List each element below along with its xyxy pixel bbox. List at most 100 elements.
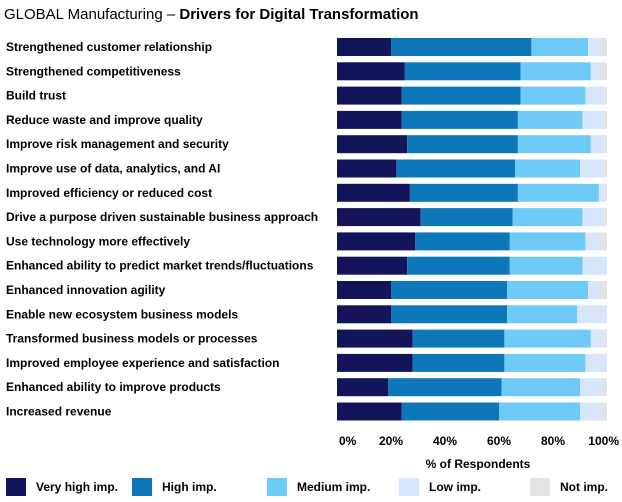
bar-segment (590, 62, 602, 81)
legend-item: Medium imp. (267, 476, 370, 498)
category-label: Improve risk management and security (6, 137, 229, 151)
bar-segment (407, 256, 510, 275)
bar-segment (337, 329, 413, 348)
legend: Very high imp. High imp. Medium imp. Low im… (0, 476, 622, 498)
bar-segment (585, 86, 605, 105)
legend-item: Not imp. (530, 476, 608, 498)
bar-segment (412, 353, 505, 372)
bar-segment (588, 281, 599, 299)
category-label: Increased revenue (6, 405, 112, 419)
bar-segment (601, 378, 607, 397)
bar-segment (337, 353, 413, 372)
x-axis-title: % of Respondents (426, 457, 531, 470)
legend-label: High imp. (162, 480, 217, 494)
legend-label: Not imp. (560, 480, 608, 494)
x-tick-label: 20% (379, 434, 403, 448)
bar-segment (582, 256, 607, 275)
bar-segment (337, 38, 391, 56)
category-label: Strengthened customer relationship (6, 40, 212, 54)
bar-segment (585, 232, 599, 251)
category-label: Build trust (6, 89, 66, 103)
category-label: Enhanced ability to improve products (6, 380, 221, 394)
legend-swatch (132, 478, 152, 496)
bar-segment (601, 62, 607, 81)
bar-segment (520, 62, 591, 81)
bar-segment (517, 110, 583, 129)
category-label: Transformed business models or processes (6, 332, 258, 346)
bar-segment (604, 183, 607, 202)
bar-segment (590, 329, 605, 348)
bar-segment (337, 86, 402, 105)
bar-segment (420, 208, 513, 227)
bar-segment (501, 378, 580, 397)
bar-segment (337, 402, 402, 421)
bar-segment (504, 329, 591, 348)
bar-segment (582, 110, 605, 129)
bar-segment (337, 256, 408, 275)
bar-segment (601, 38, 607, 56)
category-label: Improve use of data, analytics, and AI (6, 162, 220, 176)
bar-segment (499, 402, 580, 421)
x-tick-labels: 0% 20% 40% 60% 80% 100% (339, 434, 619, 448)
legend-item: Low imp. (399, 476, 481, 498)
bar-segment (580, 378, 602, 397)
legend-label: Medium imp. (297, 480, 371, 494)
category-label: Improved efficiency or reduced cost (6, 186, 212, 200)
bar-segment (604, 208, 607, 227)
bar-segment (598, 281, 607, 299)
bar-segment (337, 135, 408, 154)
bar-segment (515, 159, 580, 178)
legend-label: Very high imp. (36, 480, 119, 494)
bar-segment (337, 378, 389, 397)
bar-segment (337, 232, 416, 251)
bar-segment (604, 110, 607, 129)
legend-label: Low imp. (429, 480, 481, 494)
legend-swatch (399, 478, 419, 496)
bar-segment (598, 232, 607, 251)
bars (337, 38, 607, 421)
category-label: Improved employee experience and satisfa… (6, 356, 279, 370)
bar-segment (401, 402, 499, 421)
stacked-bar-chart: Strengthened customer relationship Streng… (6, 38, 619, 470)
bar-segment (391, 281, 508, 299)
bar-segment (407, 135, 518, 154)
bar-segment (517, 135, 591, 154)
chart-title-emphasis: Drivers for Digital Transformation (179, 6, 419, 23)
x-tick-label: 60% (487, 434, 511, 448)
bar-segment (512, 208, 583, 227)
bar-segment (415, 232, 510, 251)
bar-segment (337, 110, 402, 129)
chart-title: GLOBAL Manufacturing – Drivers for Digit… (4, 6, 419, 23)
legend-swatch (530, 478, 550, 496)
category-label: Use technology more effectively (6, 234, 190, 248)
legend-swatch (267, 478, 287, 496)
bar-segment (391, 305, 508, 324)
legend-swatch (6, 478, 26, 496)
bar-segment (509, 256, 583, 275)
bar-segment (337, 305, 391, 324)
category-labels: Strengthened customer relationship Streng… (6, 40, 318, 419)
bar-segment (601, 402, 607, 421)
bar-segment (604, 159, 607, 178)
bar-segment (582, 208, 605, 227)
x-tick-label: 100% (588, 434, 619, 448)
category-label: Enhanced ability to predict market trend… (6, 259, 314, 273)
bar-segment (337, 183, 410, 202)
bar-segment (517, 183, 599, 202)
category-label: Drive a purpose driven sustainable busin… (6, 210, 318, 224)
bar-segment (507, 305, 578, 324)
bar-segment (520, 86, 586, 105)
bar-segment (509, 232, 586, 251)
chart-title-lead: GLOBAL Manufacturing – (4, 6, 180, 23)
bar-segment (337, 281, 391, 299)
bar-segment (604, 329, 607, 348)
category-label: Reduce waste and improve quality (6, 113, 203, 127)
bar-segment (588, 38, 602, 56)
x-tick-label: 80% (541, 434, 565, 448)
bar-segment (531, 38, 589, 56)
bar-segment (507, 281, 589, 299)
legend-item: High imp. (132, 476, 217, 498)
bar-segment (590, 135, 605, 154)
bar-segment (598, 183, 605, 202)
x-tick-label: 0% (339, 434, 357, 448)
